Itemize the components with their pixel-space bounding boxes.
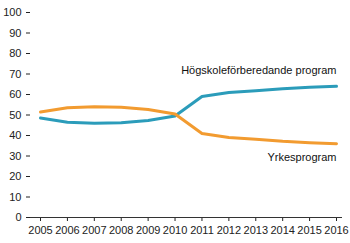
- svg-text:2005: 2005: [28, 224, 52, 236]
- svg-text:2011: 2011: [190, 224, 214, 236]
- svg-text:10: 10: [9, 191, 21, 203]
- svg-text:2012: 2012: [217, 224, 241, 236]
- svg-text:20: 20: [9, 170, 21, 182]
- svg-text:60: 60: [9, 88, 21, 100]
- svg-text:90: 90: [9, 27, 21, 39]
- svg-text:Yrkesprogram: Yrkesprogram: [267, 151, 336, 163]
- svg-text:40: 40: [9, 129, 21, 141]
- svg-text:2010: 2010: [163, 224, 187, 236]
- svg-text:30: 30: [9, 150, 21, 162]
- svg-text:70: 70: [9, 68, 21, 80]
- svg-text:2015: 2015: [297, 224, 321, 236]
- svg-text:2013: 2013: [244, 224, 268, 236]
- svg-text:80: 80: [9, 47, 21, 59]
- svg-text:50: 50: [9, 109, 21, 121]
- svg-text:100: 100: [3, 6, 21, 18]
- svg-text:2007: 2007: [82, 224, 106, 236]
- svg-text:2008: 2008: [109, 224, 133, 236]
- svg-text:Högskoleförberedande program: Högskoleförberedande program: [181, 64, 336, 76]
- svg-text:2014: 2014: [270, 224, 294, 236]
- svg-text:2009: 2009: [136, 224, 160, 236]
- svg-text:2016: 2016: [324, 224, 348, 236]
- svg-text:2006: 2006: [55, 224, 79, 236]
- svg-text:0: 0: [15, 211, 21, 223]
